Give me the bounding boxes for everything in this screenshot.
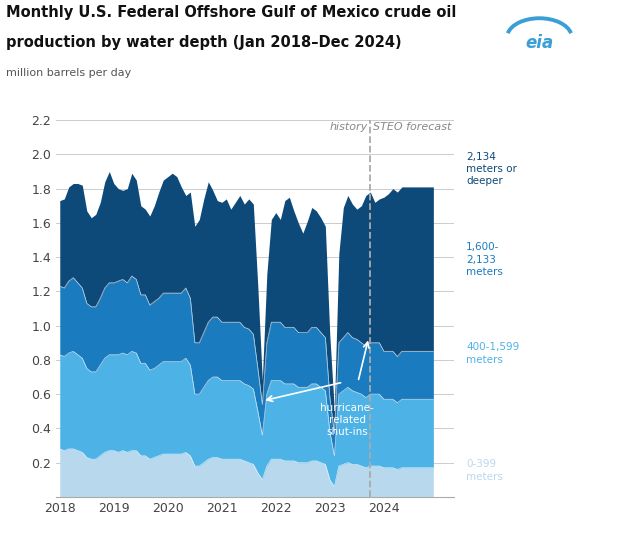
- Text: Monthly U.S. Federal Offshore Gulf of Mexico crude oil: Monthly U.S. Federal Offshore Gulf of Me…: [6, 5, 457, 20]
- Text: production by water depth (Jan 2018–Dec 2024): production by water depth (Jan 2018–Dec …: [6, 35, 402, 50]
- Text: hurricane-
related
shut-ins: hurricane- related shut-ins: [320, 403, 374, 437]
- Text: 0-399
meters: 0-399 meters: [466, 459, 503, 482]
- Text: STEO forecast: STEO forecast: [373, 122, 452, 132]
- Text: 1,600-
2,133
meters: 1,600- 2,133 meters: [466, 242, 503, 277]
- Text: million barrels per day: million barrels per day: [6, 68, 131, 78]
- Text: eia: eia: [525, 34, 554, 52]
- Text: 2,134
meters or
deeper: 2,134 meters or deeper: [466, 152, 517, 187]
- Text: 400-1,599
meters: 400-1,599 meters: [466, 342, 519, 365]
- Text: history: history: [330, 122, 368, 132]
